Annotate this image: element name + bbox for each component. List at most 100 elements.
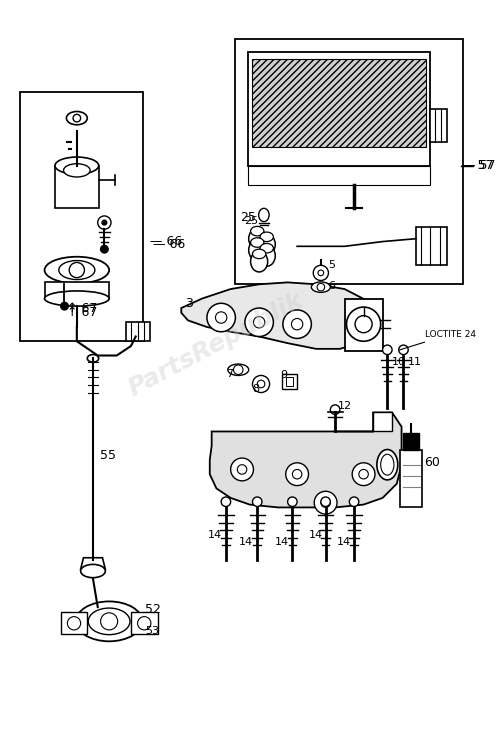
Text: 12: 12 xyxy=(338,401,352,411)
Circle shape xyxy=(283,310,312,339)
Ellipse shape xyxy=(44,257,109,283)
Polygon shape xyxy=(55,166,98,208)
Text: 53: 53 xyxy=(145,626,159,636)
Polygon shape xyxy=(416,227,447,265)
Polygon shape xyxy=(80,558,106,569)
Circle shape xyxy=(382,345,392,355)
Circle shape xyxy=(314,491,337,514)
Polygon shape xyxy=(248,166,430,185)
Circle shape xyxy=(317,283,324,291)
Circle shape xyxy=(350,497,359,507)
Ellipse shape xyxy=(44,291,109,306)
Ellipse shape xyxy=(250,226,264,236)
Circle shape xyxy=(252,497,262,507)
Text: 6: 6 xyxy=(328,281,336,291)
Polygon shape xyxy=(344,299,383,350)
Text: 14: 14 xyxy=(208,530,222,540)
Text: 14: 14 xyxy=(274,537,288,547)
Circle shape xyxy=(321,498,330,507)
Polygon shape xyxy=(400,450,422,507)
Circle shape xyxy=(245,308,274,337)
Circle shape xyxy=(216,312,227,323)
Circle shape xyxy=(292,318,303,330)
Ellipse shape xyxy=(59,261,95,280)
Circle shape xyxy=(100,245,108,253)
Circle shape xyxy=(238,465,247,474)
Text: — 66: — 66 xyxy=(150,235,182,248)
Text: 25: 25 xyxy=(240,211,256,224)
Circle shape xyxy=(252,375,270,393)
Text: PartsRepublik: PartsRepublik xyxy=(124,288,308,401)
Text: 14: 14 xyxy=(308,530,322,540)
Ellipse shape xyxy=(260,232,274,242)
Circle shape xyxy=(257,380,265,388)
Ellipse shape xyxy=(250,251,268,272)
Circle shape xyxy=(73,115,80,122)
Ellipse shape xyxy=(258,234,276,255)
Ellipse shape xyxy=(64,164,90,177)
Polygon shape xyxy=(131,612,158,634)
Circle shape xyxy=(221,497,230,507)
Circle shape xyxy=(234,365,243,374)
Polygon shape xyxy=(430,109,447,142)
Circle shape xyxy=(69,263,84,277)
Ellipse shape xyxy=(380,454,394,475)
Ellipse shape xyxy=(258,245,276,266)
Text: LOCTITE 24: LOCTITE 24 xyxy=(400,329,476,350)
Ellipse shape xyxy=(88,608,130,634)
Circle shape xyxy=(68,617,80,630)
Circle shape xyxy=(286,463,308,485)
Text: 8: 8 xyxy=(252,384,260,393)
Circle shape xyxy=(98,216,111,229)
Ellipse shape xyxy=(228,364,248,375)
Ellipse shape xyxy=(100,612,117,630)
Text: 9: 9 xyxy=(280,370,287,380)
Circle shape xyxy=(292,469,302,479)
Text: 25: 25 xyxy=(244,215,258,226)
Text: 52: 52 xyxy=(145,602,161,615)
Circle shape xyxy=(60,302,68,310)
Text: 60: 60 xyxy=(424,456,440,469)
Polygon shape xyxy=(248,52,430,166)
Text: 10: 10 xyxy=(392,357,406,367)
Ellipse shape xyxy=(260,244,274,253)
Ellipse shape xyxy=(248,239,266,261)
Ellipse shape xyxy=(377,450,398,480)
Ellipse shape xyxy=(252,249,266,258)
Ellipse shape xyxy=(66,112,87,125)
Circle shape xyxy=(330,405,340,415)
Bar xyxy=(236,39,464,284)
Circle shape xyxy=(230,458,254,481)
Text: 14: 14 xyxy=(337,537,351,547)
Ellipse shape xyxy=(248,228,266,249)
Polygon shape xyxy=(60,612,88,634)
Text: — 57: — 57 xyxy=(462,159,494,172)
Ellipse shape xyxy=(258,208,269,222)
Circle shape xyxy=(138,617,151,630)
Ellipse shape xyxy=(55,157,98,174)
Circle shape xyxy=(254,317,265,328)
Text: 11: 11 xyxy=(408,357,422,367)
Polygon shape xyxy=(126,322,150,341)
Ellipse shape xyxy=(88,355,99,362)
Polygon shape xyxy=(44,283,109,299)
Text: — 57: — 57 xyxy=(464,159,496,172)
Text: 7: 7 xyxy=(226,369,233,379)
Circle shape xyxy=(346,307,380,341)
Polygon shape xyxy=(286,377,294,386)
Bar xyxy=(20,93,144,341)
Circle shape xyxy=(102,220,106,225)
Circle shape xyxy=(207,303,236,331)
Circle shape xyxy=(352,463,375,485)
Text: 14: 14 xyxy=(239,537,254,547)
Polygon shape xyxy=(210,412,402,507)
Circle shape xyxy=(321,497,330,507)
Ellipse shape xyxy=(250,238,264,247)
Circle shape xyxy=(288,497,297,507)
Ellipse shape xyxy=(76,602,142,641)
Circle shape xyxy=(398,345,408,355)
Bar xyxy=(252,59,426,147)
Text: ↑ 67: ↑ 67 xyxy=(68,301,98,315)
Polygon shape xyxy=(282,374,297,389)
Text: 55: 55 xyxy=(100,449,116,461)
